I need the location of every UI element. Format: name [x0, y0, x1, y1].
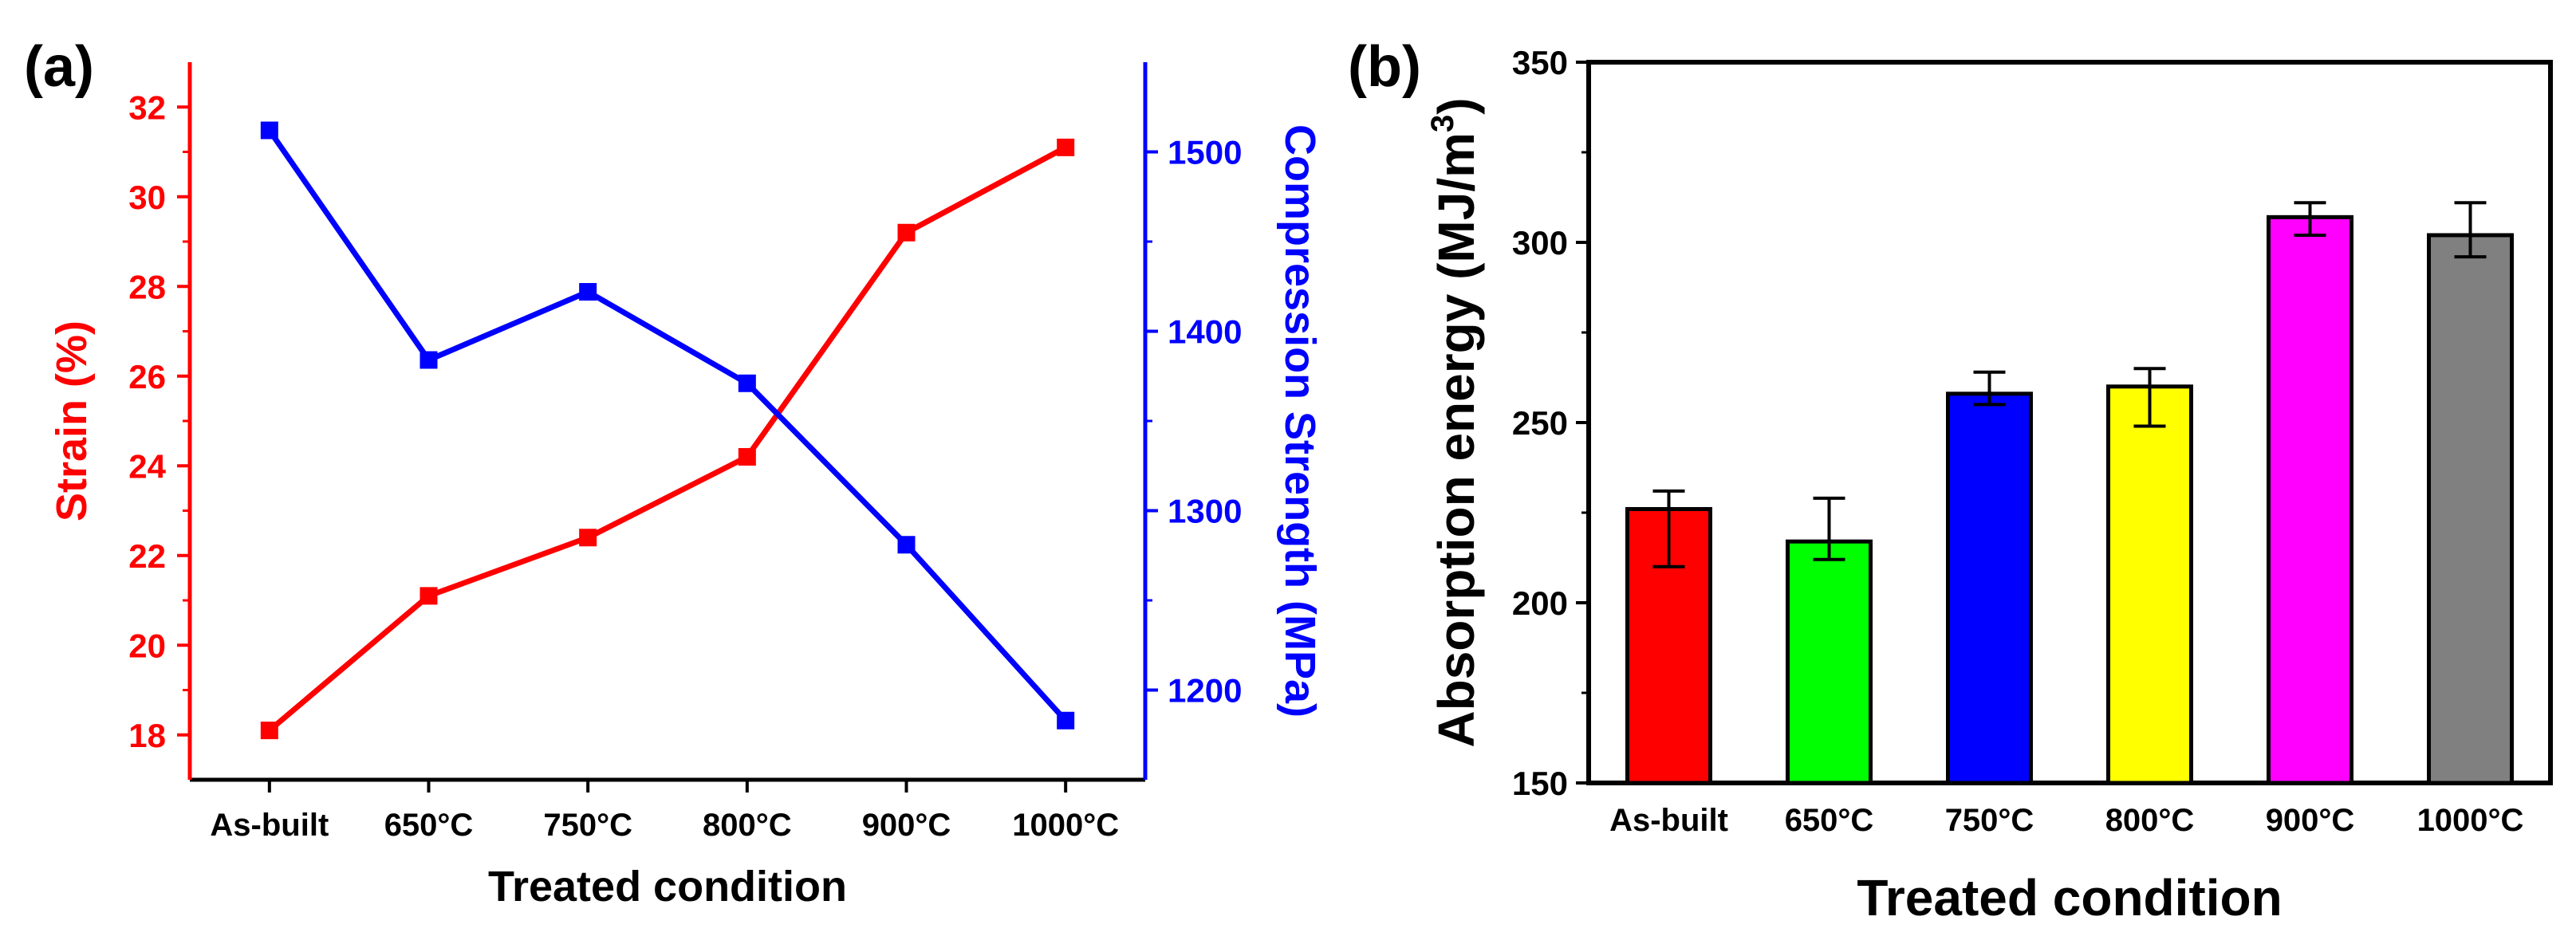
panel-a-category-label: 800°C — [703, 808, 792, 843]
panel-b-category-label: 800°C — [2105, 803, 2195, 838]
compression-strength-data-point — [260, 121, 278, 140]
panel-a-category-label: 650°C — [384, 808, 474, 843]
panel-a-label: (a) — [24, 35, 94, 99]
compression-strength-tick-label: 1300 — [1168, 493, 1242, 530]
strain-data-point — [897, 223, 916, 242]
strain-tick-label: 18 — [128, 717, 166, 754]
strain-tick-label: 22 — [128, 537, 166, 575]
compression-strength-tick-label: 1500 — [1168, 134, 1242, 171]
panel-b-category-label: 750°C — [1945, 803, 2034, 838]
absorption-energy-tick-label: 200 — [1512, 584, 1568, 622]
panel-a-category-label: As-built — [210, 808, 329, 843]
strain-data-point — [419, 587, 438, 605]
panel-b-category-label: 650°C — [1785, 803, 1874, 838]
panel-b-x-axis-title: Treated condition — [1857, 869, 2282, 926]
strain-tick-label: 28 — [128, 268, 166, 305]
compression-strength-data-point — [738, 374, 756, 392]
strain-axis-title: Strain (%) — [48, 321, 96, 521]
compression-strength-series-line — [266, 128, 1068, 723]
compression-strength-data-point — [897, 536, 916, 554]
panel-a-category-label: 750°C — [543, 808, 632, 843]
strain-data-point — [579, 529, 597, 547]
absorption-energy-bar — [2427, 233, 2514, 785]
panel-b-category-label: 900°C — [2266, 803, 2355, 838]
panel-a-category-label: 1000°C — [1012, 808, 1119, 843]
strain-series-line — [267, 144, 1067, 733]
absorption-energy-bar — [2267, 214, 2353, 785]
compression-strength-data-point — [579, 283, 597, 301]
absorption-energy-axis-title-end: ) — [1428, 97, 1485, 114]
panel-a-line-chart: (a) Strain (%) Compression Strength (MPa… — [24, 35, 1324, 911]
absorption-energy-axis-title-main: Absorption energy (MJ/m — [1428, 132, 1485, 748]
absorption-energy-tick-label: 300 — [1512, 224, 1568, 262]
absorption-energy-bar — [2106, 384, 2193, 785]
compression-strength-tick-label: 1400 — [1168, 313, 1242, 351]
strain-data-point — [738, 448, 756, 466]
panel-b-plot-frame — [1586, 60, 2553, 785]
panel-b-bar-chart: (b) Absorption energy (MJ/m3) Treated co… — [1348, 35, 2553, 926]
panel-a-x-axis-title: Treated condition — [488, 863, 847, 911]
compression-strength-data-point — [419, 351, 438, 369]
panel-b-category-label: 1000°C — [2417, 803, 2524, 838]
compression-strength-axis-title: Compression Strength (MPa) — [1276, 124, 1324, 718]
strain-tick-label: 26 — [128, 358, 166, 395]
absorption-energy-bar — [1946, 391, 2033, 785]
panel-b-category-label: As-built — [1609, 803, 1728, 838]
absorption-energy-bar — [1786, 539, 1873, 785]
strain-tick-label: 32 — [128, 88, 166, 126]
panel-a-category-label: 900°C — [862, 808, 951, 843]
absorption-energy-axis-title: Absorption energy (MJ/m3) — [1425, 97, 1485, 747]
strain-data-point — [260, 722, 278, 740]
panel-b-label: (b) — [1348, 35, 1421, 99]
absorption-energy-axis-title-sup: 3 — [1425, 115, 1460, 132]
absorption-energy-tick-label: 350 — [1512, 44, 1568, 81]
strain-tick-label: 24 — [128, 447, 166, 485]
strain-data-point — [1057, 138, 1075, 156]
compression-strength-data-point — [1057, 711, 1075, 730]
absorption-energy-tick-label: 250 — [1512, 404, 1568, 442]
compression-strength-tick-label: 1200 — [1168, 672, 1242, 710]
strain-tick-label: 30 — [128, 179, 166, 216]
strain-tick-label: 20 — [128, 627, 166, 664]
absorption-energy-tick-label: 150 — [1512, 765, 1568, 802]
